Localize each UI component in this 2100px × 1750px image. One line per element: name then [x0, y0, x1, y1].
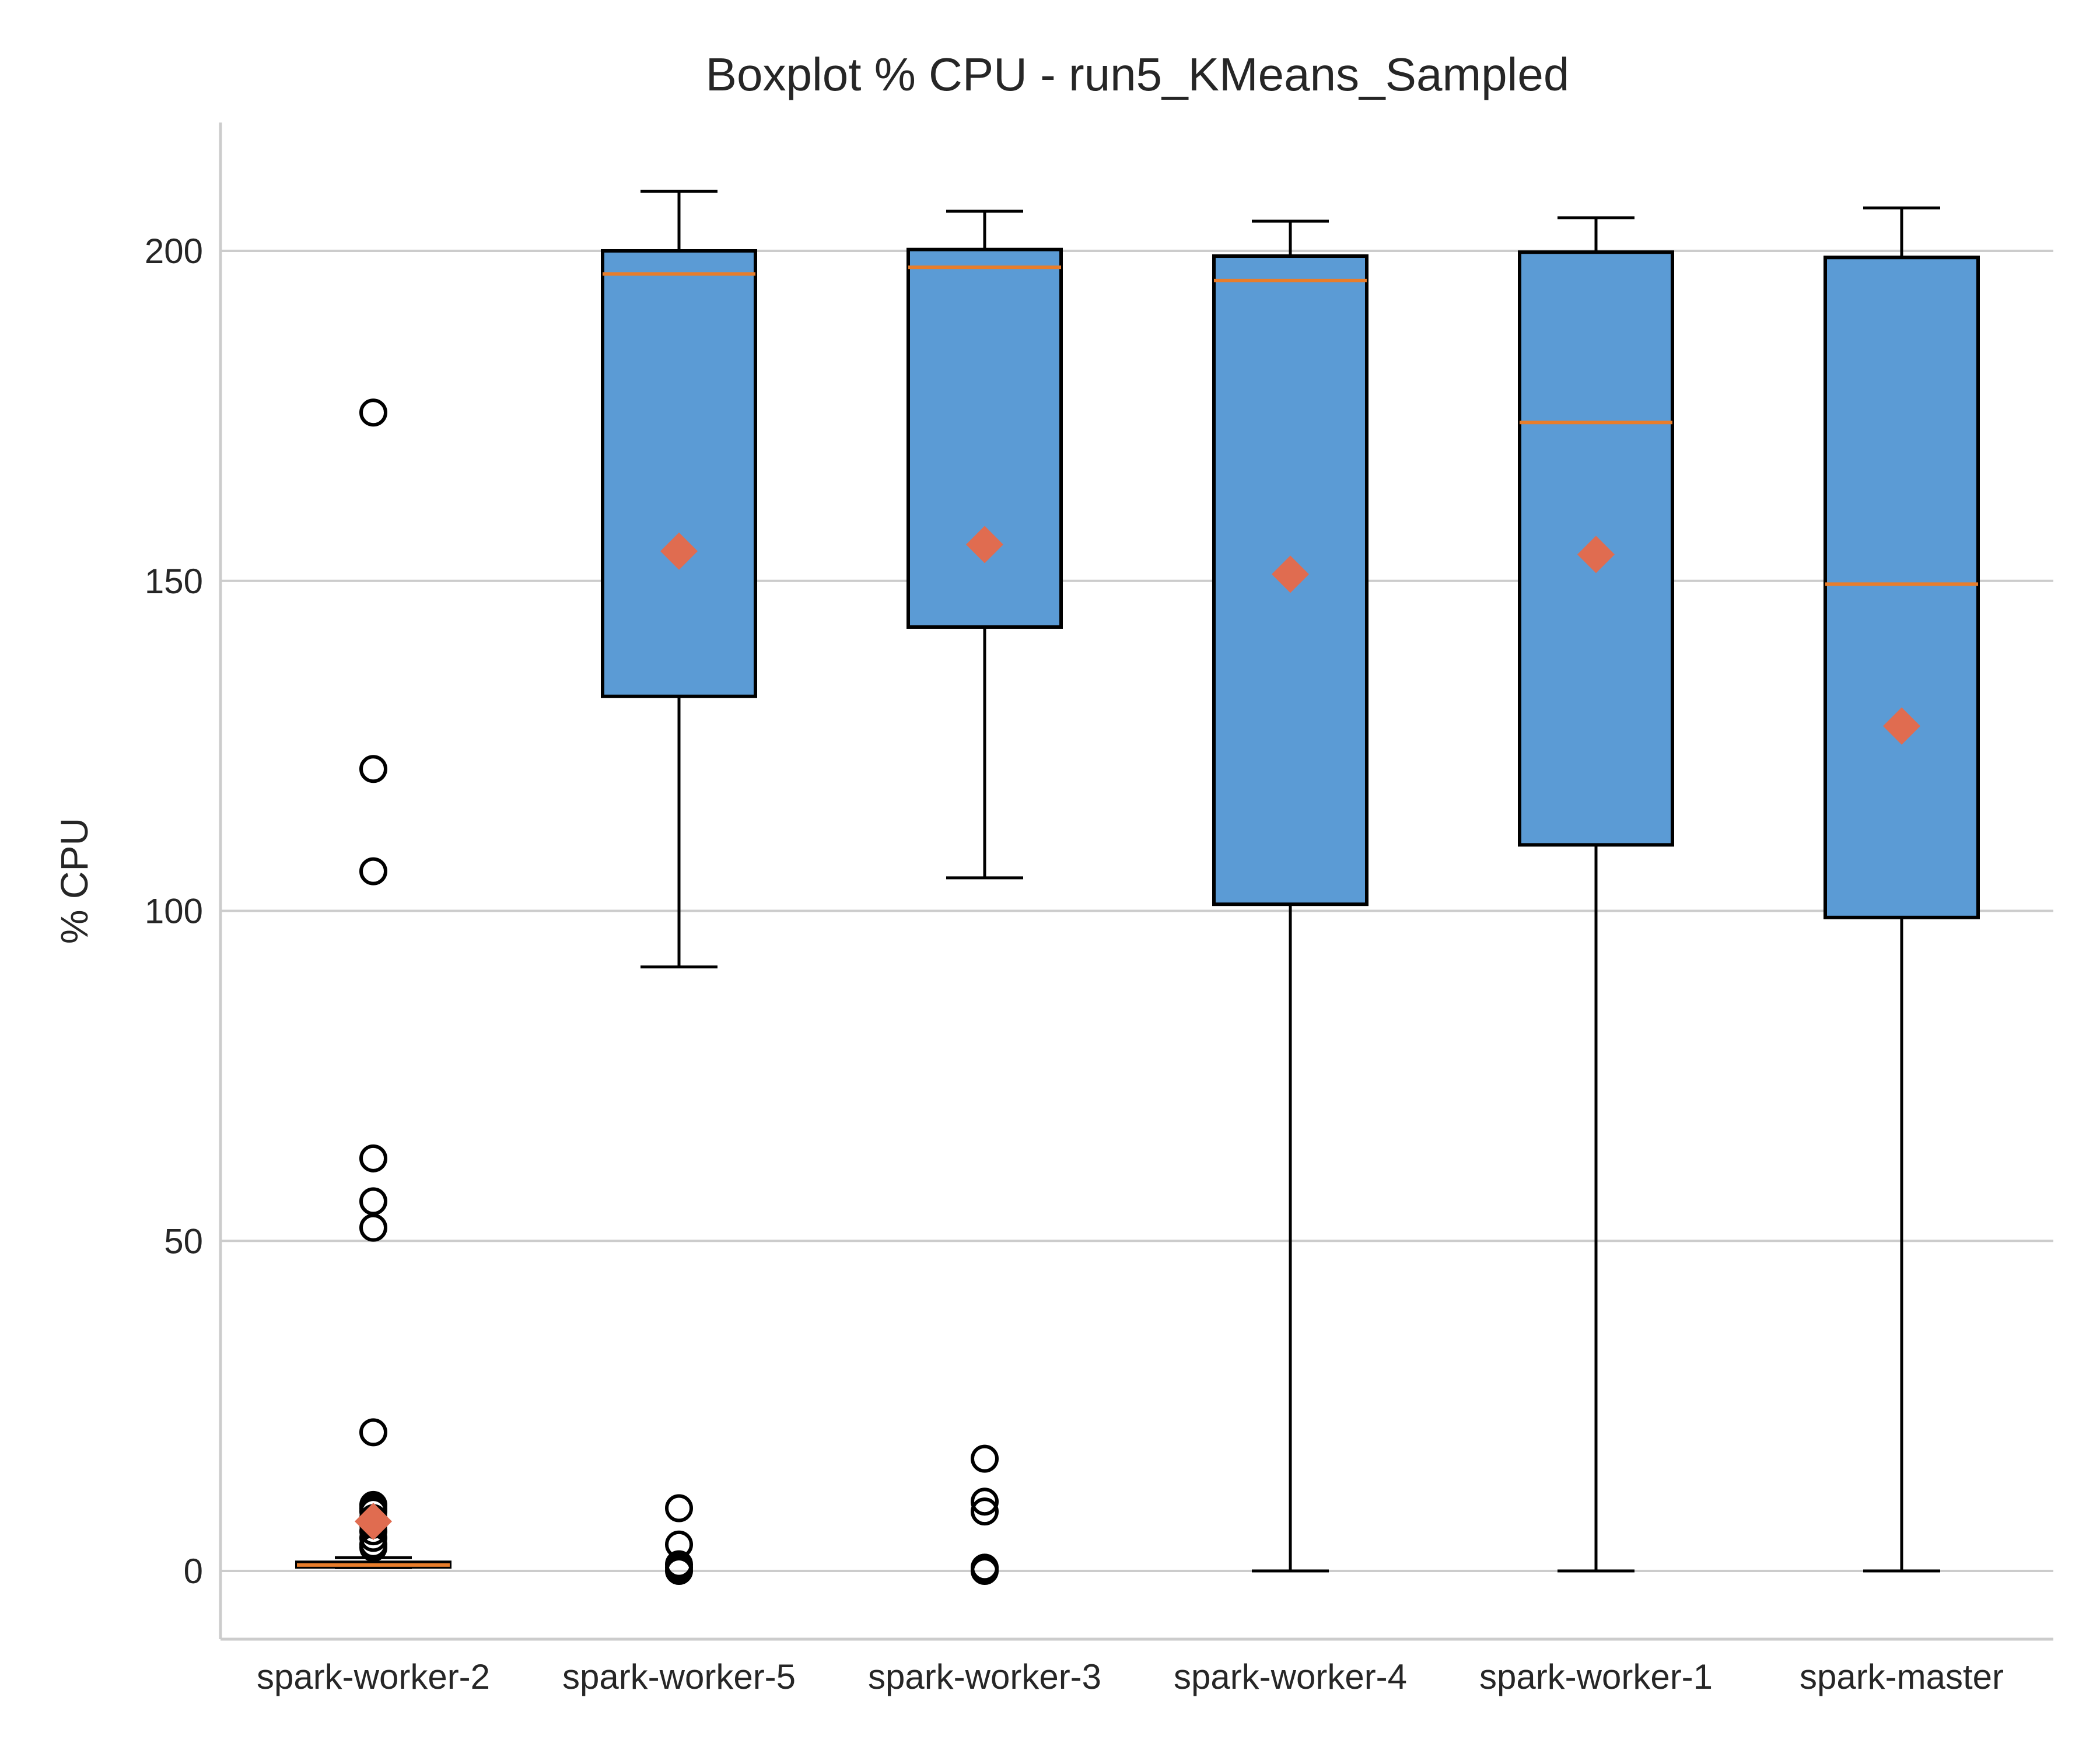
- mean-marker: [355, 1503, 392, 1541]
- outlier-point: [359, 1418, 387, 1447]
- box-group: [1518, 216, 1674, 1573]
- outlier-point: [359, 1144, 387, 1172]
- outlier-point: [359, 1213, 387, 1242]
- iqr-box: [907, 247, 1063, 629]
- outlier-point: [971, 1444, 999, 1473]
- mean-marker: [1272, 555, 1309, 593]
- category-label: spark-worker-3: [868, 1657, 1101, 1696]
- mean-marker: [1577, 536, 1615, 573]
- y-tick-label: 200: [145, 232, 203, 271]
- mean-marker: [1883, 707, 1920, 745]
- y-tick-labels: 0 50 100 150 200: [145, 232, 203, 1591]
- outlier-point: [971, 1557, 999, 1585]
- mean-marker: [966, 526, 1003, 564]
- category-label: spark-worker-1: [1479, 1657, 1713, 1696]
- box-group: [1212, 219, 1368, 1573]
- box-group: [907, 209, 1063, 1585]
- mean-marker: [660, 532, 698, 570]
- y-tick-label: 150: [145, 562, 203, 601]
- box-group: [601, 190, 757, 1585]
- outlier-point: [971, 1497, 999, 1526]
- box-group: [1824, 206, 1980, 1573]
- outlier-point: [665, 1557, 693, 1585]
- y-tick-label: 50: [164, 1222, 203, 1261]
- boxes: [295, 190, 1980, 1585]
- category-label: spark-worker-5: [562, 1657, 796, 1696]
- gridlines: [220, 250, 2053, 1572]
- outlier-point: [665, 1494, 693, 1522]
- category-label: spark-worker-4: [1174, 1657, 1407, 1696]
- y-tick-label: 100: [145, 892, 203, 931]
- y-axis-label: % CPU: [52, 818, 96, 944]
- iqr-box: [601, 249, 757, 698]
- box-group: [295, 398, 452, 1569]
- outlier-point: [359, 1187, 387, 1216]
- chart-title: Boxplot % CPU - run5_KMeans_Sampled: [706, 48, 1570, 100]
- category-labels: spark-worker-2 spark-worker-5 spark-worker…: [257, 1657, 2004, 1696]
- outlier-point: [359, 857, 387, 886]
- outlier-point: [359, 398, 387, 427]
- y-tick-label: 0: [184, 1552, 203, 1591]
- outlier-point: [971, 1488, 999, 1516]
- category-label: spark-worker-2: [257, 1657, 490, 1696]
- outlier-point: [359, 755, 387, 783]
- iqr-box: [1824, 256, 1980, 919]
- category-label: spark-master: [1800, 1657, 2004, 1696]
- axes-spines: [219, 123, 2053, 1641]
